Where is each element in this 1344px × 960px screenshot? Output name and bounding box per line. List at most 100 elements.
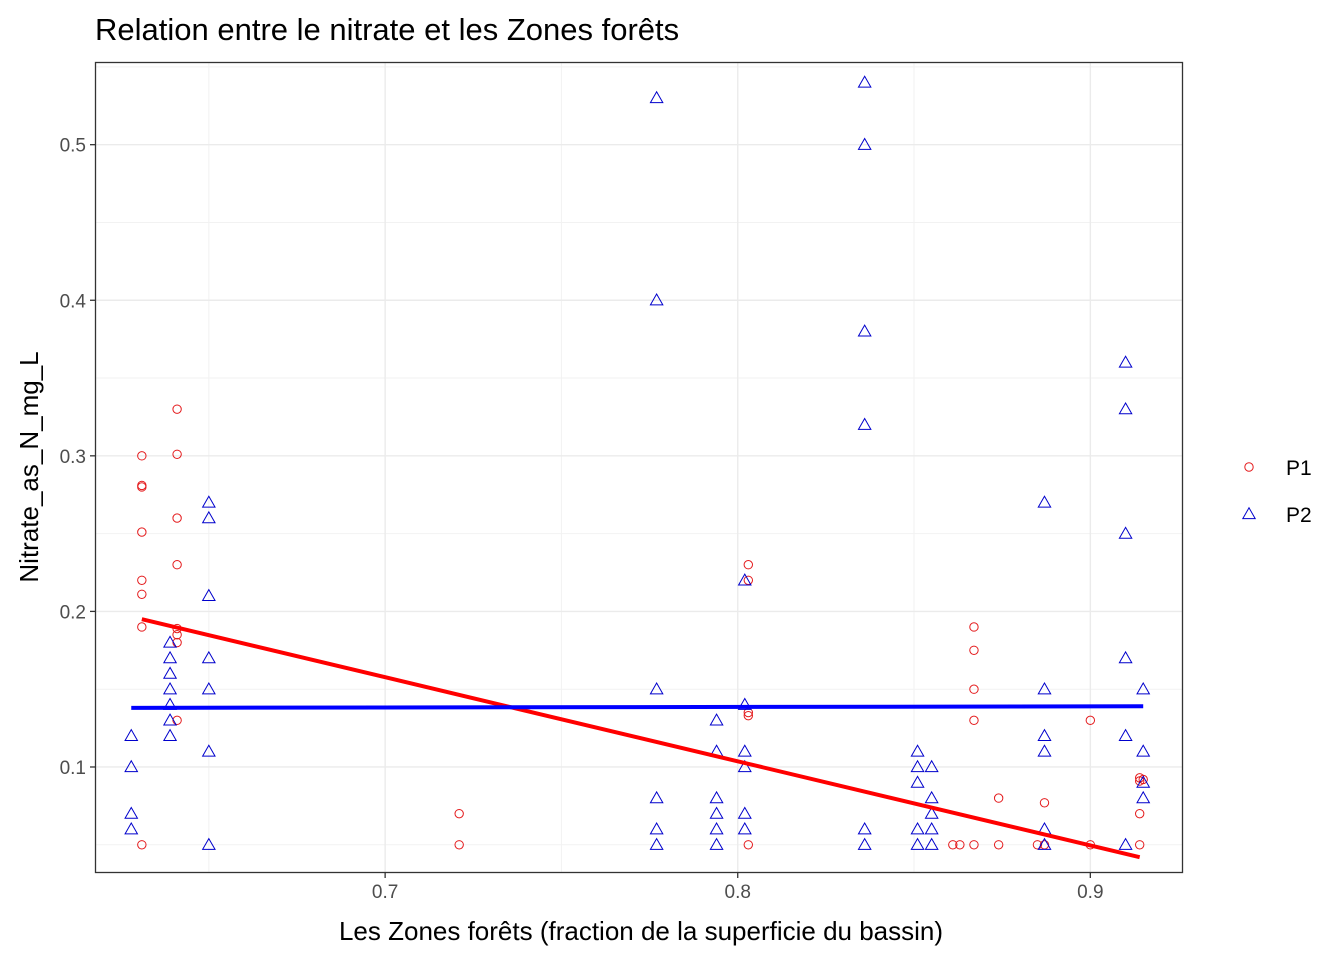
data-point [924,837,939,850]
data-point [743,840,754,850]
trend-line-p2 [131,704,1144,710]
data-point [1118,355,1133,368]
data-point [172,715,182,726]
data-point [1136,775,1151,788]
x-tick-label: 0.9 [1077,882,1103,903]
data-point [124,728,139,742]
data-point [649,822,664,835]
legend: P1 P2 [1241,457,1312,527]
data-point [1136,790,1151,804]
y-tick-label: 0.2 [60,602,86,623]
data-point [162,728,178,742]
data-point [201,681,216,695]
data-point [137,575,147,585]
data-point [649,293,664,306]
data-point [201,495,216,508]
data-point [924,806,939,819]
data-point [743,560,754,570]
legend-key-p1 [1244,462,1254,472]
data-point [649,681,664,695]
data-point [857,137,872,150]
series-p2 [124,75,1151,850]
data-point [709,822,724,835]
data-point [1037,681,1052,695]
data-point [955,840,965,850]
data-point [737,697,752,710]
panel-border [94,61,1184,874]
data-point [969,840,979,850]
data-point [910,744,925,757]
data-point [857,417,872,430]
data-point [969,684,979,694]
data-point [993,793,1004,803]
data-point [1037,495,1052,508]
data-point [1134,808,1145,819]
data-point [1134,840,1145,850]
data-point [969,622,979,632]
data-point [162,713,178,726]
data-point [1085,715,1096,726]
data-point [172,404,182,414]
data-point [1136,744,1151,757]
data-point [924,822,939,835]
data-point [1136,681,1151,695]
data-point [162,650,178,664]
data-point [162,666,178,679]
data-point [201,744,216,757]
data-point [709,790,724,804]
y-tick-label: 0.3 [60,447,86,468]
chart-title: Relation entre le nitrate et les Zones f… [95,12,679,47]
data-point [857,837,872,850]
data-point [910,759,925,773]
data-point [737,744,752,757]
data-point [454,808,464,819]
trend-line-p1 [141,617,1141,860]
data-point [857,75,872,88]
data-point [969,715,979,726]
y-axis-title: Nitrate_as_N_mg_L [14,351,44,582]
data-point [910,775,925,788]
data-point [137,589,147,599]
data-point [1138,774,1148,785]
data-point [172,449,182,459]
grid [96,63,1182,872]
data-point [137,527,147,537]
y-tick-label: 0.5 [60,136,86,157]
data-point [201,510,216,524]
data-point [649,837,664,850]
data-point [969,645,979,656]
y-tick-label: 0.4 [60,291,87,312]
data-point [910,837,925,850]
data-point [1032,840,1043,850]
data-point [857,324,872,337]
data-point [709,713,724,726]
data-point [737,759,752,773]
data-point [201,650,216,664]
data-point [137,451,147,461]
x-tick-label: 0.8 [725,882,751,903]
data-point [709,806,724,819]
data-point [1037,837,1052,850]
plot-marks [124,75,1151,860]
data-point [172,513,182,523]
data-point [709,837,724,850]
x-tick-label: 0.7 [372,882,398,903]
data-point [124,822,139,835]
data-point [124,759,139,773]
data-point [649,790,664,804]
data-point [910,822,925,835]
data-point [1118,837,1133,850]
data-point [924,759,939,773]
legend-label-p2: P2 [1286,504,1312,527]
data-point [172,637,182,648]
data-point [454,840,464,850]
data-point [201,837,216,850]
data-point [1037,728,1052,742]
series-p1 [137,404,1148,850]
data-point [743,710,754,721]
data-point [124,806,139,819]
data-point [137,622,147,632]
data-point [1118,650,1133,664]
legend-label-p1: P1 [1286,457,1312,480]
